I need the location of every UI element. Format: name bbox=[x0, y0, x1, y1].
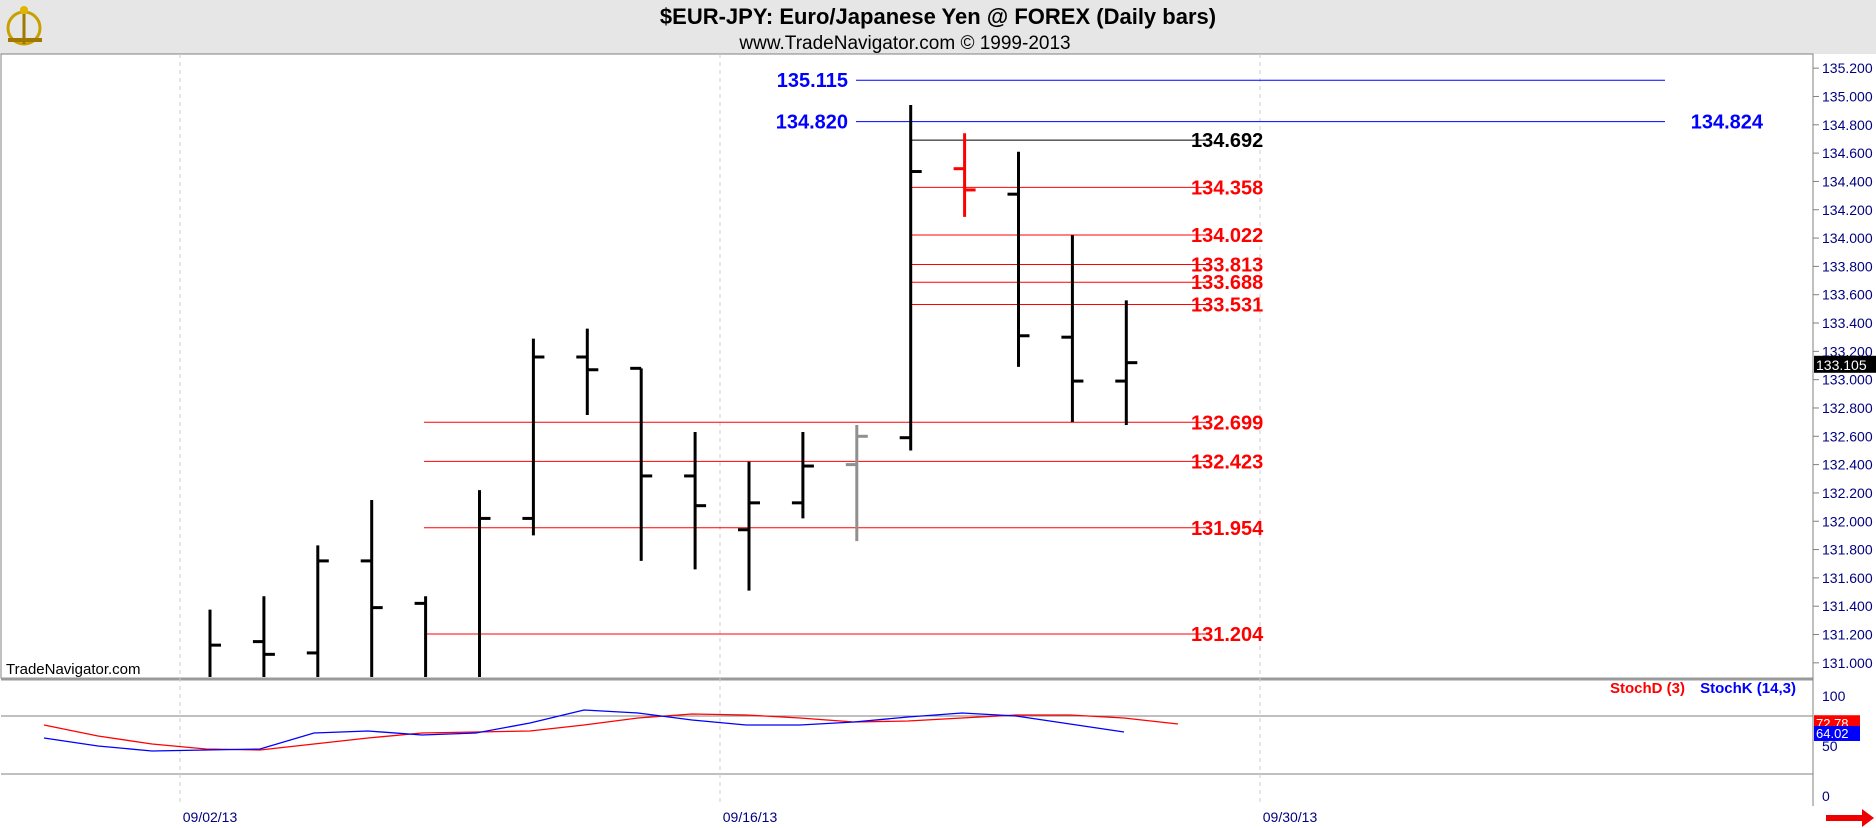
level-label: 133.813 bbox=[1191, 255, 1263, 277]
ohlc-bar bbox=[899, 104, 922, 451]
chart-subtitle: www.TradeNavigator.com © 1999-2013 bbox=[738, 33, 1070, 54]
grid bbox=[179, 54, 1261, 806]
stochk-value-label: 64.02 bbox=[1816, 726, 1849, 741]
ohlc-bar bbox=[522, 338, 545, 536]
ohlc-bar bbox=[1007, 151, 1030, 367]
chart-title: $EUR-JPY: Euro/Japanese Yen @ FOREX (Dai… bbox=[660, 4, 1216, 29]
y-tick-label: 132.800 bbox=[1822, 400, 1873, 416]
y-tick-label: 131.400 bbox=[1822, 598, 1873, 614]
ohlc-bar bbox=[1115, 300, 1138, 425]
level-label: 132.699 bbox=[1191, 412, 1263, 434]
level-label: 133.531 bbox=[1191, 294, 1263, 316]
watermark-text: TradeNavigator.com bbox=[6, 661, 141, 678]
y-tick-label: 133.600 bbox=[1822, 287, 1873, 303]
y-tick-label: 134.000 bbox=[1822, 230, 1873, 246]
level-lines: 135.115 134.820 134.824 134.692 134.358 134.0… bbox=[424, 70, 1764, 646]
x-tick-label: 09/16/13 bbox=[723, 809, 778, 825]
level-label: 134.692 bbox=[1191, 130, 1263, 152]
x-tick-label: 09/30/13 bbox=[1263, 809, 1318, 825]
ohlc-bar bbox=[414, 596, 428, 677]
level-label: 133.688 bbox=[1191, 272, 1263, 294]
y-tick-label: 131.000 bbox=[1822, 655, 1873, 671]
level-label: 132.423 bbox=[1191, 451, 1263, 473]
ohlc-bar bbox=[252, 596, 275, 677]
last-price-box bbox=[1814, 355, 1876, 373]
date-axis: 09/02/13 09/16/13 09/30/13 bbox=[183, 809, 1318, 825]
y-tick-label: 131.800 bbox=[1822, 542, 1873, 558]
y-tick-label: 131.200 bbox=[1822, 627, 1873, 643]
y-tick-label: 134.200 bbox=[1822, 202, 1873, 218]
y-tick-label: 133.200 bbox=[1822, 343, 1873, 359]
ohlc-bar bbox=[791, 432, 814, 519]
level-label: 131.954 bbox=[1191, 518, 1264, 540]
stoch-y-tick-label: 100 bbox=[1822, 688, 1846, 704]
level-label: 134.022 bbox=[1191, 225, 1263, 247]
stoch-y-tick-label: 0 bbox=[1822, 788, 1830, 804]
main-panel-frame bbox=[0, 53, 1814, 679]
y-tick-label: 133.400 bbox=[1822, 315, 1873, 331]
sextant-icon bbox=[6, 6, 42, 46]
y-tick-label: 134.400 bbox=[1822, 173, 1873, 189]
level-label: 131.204 bbox=[1191, 624, 1264, 646]
level-label: 134.820 bbox=[776, 112, 848, 134]
y-tick-label: 134.600 bbox=[1822, 145, 1873, 161]
ohlc-bar bbox=[306, 545, 329, 677]
ohlc-bar bbox=[630, 366, 653, 561]
ohlc-bar bbox=[684, 432, 707, 570]
level-label: 135.115 bbox=[777, 70, 848, 92]
level-label: 134.358 bbox=[1191, 177, 1263, 199]
y-tick-label: 135.000 bbox=[1822, 88, 1873, 104]
y-tick-label: 133.800 bbox=[1822, 258, 1873, 274]
ohlc-bar bbox=[208, 609, 221, 677]
x-tick-label: 09/02/13 bbox=[183, 809, 238, 825]
stoch-y-tick-label: 50 bbox=[1822, 738, 1838, 754]
price-bars bbox=[208, 104, 1138, 677]
y-tick-label: 133.000 bbox=[1822, 372, 1873, 388]
ohlc-bar bbox=[953, 133, 976, 217]
y-tick-label: 134.800 bbox=[1822, 117, 1873, 133]
ohlc-bar bbox=[478, 490, 491, 677]
y-tick-label: 132.400 bbox=[1822, 457, 1873, 473]
stochd-line bbox=[43, 713, 1179, 751]
ohlc-bar bbox=[845, 424, 868, 542]
legend-stochk: StochK (14,3) bbox=[1700, 680, 1796, 697]
y-tick-label: 131.600 bbox=[1822, 570, 1873, 586]
last-price-label: 133.105 bbox=[1816, 357, 1867, 373]
ohlc-bar bbox=[1061, 235, 1084, 423]
legend-stochd: StochD (3) bbox=[1610, 680, 1685, 697]
y-tick-label: 132.600 bbox=[1822, 428, 1873, 444]
scroll-right-arrow-icon[interactable] bbox=[1826, 809, 1874, 827]
y-tick-label: 132.000 bbox=[1822, 513, 1873, 529]
stochk-value-box bbox=[1814, 725, 1860, 741]
ohlc-bar bbox=[576, 328, 599, 416]
y-tick-label: 132.200 bbox=[1822, 485, 1873, 501]
y-tick-label: 135.200 bbox=[1822, 60, 1873, 76]
header-band bbox=[0, 0, 1876, 54]
level-label-right: 134.824 bbox=[1691, 112, 1764, 134]
ohlc-bar bbox=[360, 500, 383, 677]
stochk-line bbox=[43, 709, 1125, 752]
ohlc-bar bbox=[738, 461, 760, 591]
price-axis: 131.000 131.200 131.400 131.600 131.800 132.0… bbox=[1813, 60, 1876, 671]
